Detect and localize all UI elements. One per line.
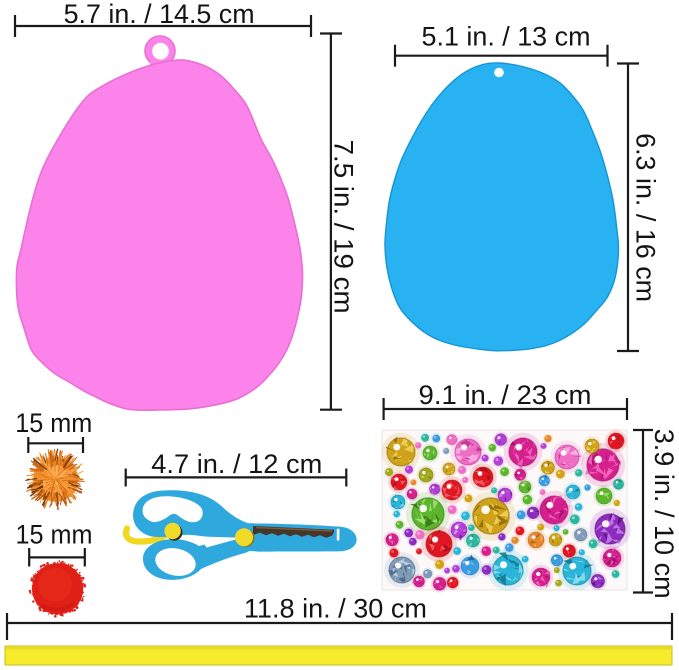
svg-text:3.9 in. / 10 cm: 3.9 in. / 10 cm [649,429,679,599]
svg-text:11.8 in. / 30 cm: 11.8 in. / 30 cm [244,594,427,624]
svg-text:6.3 in. / 16 cm: 6.3 in. / 16 cm [631,133,661,302]
svg-text:15 mm: 15 mm [15,408,92,438]
svg-text:4.7 in. / 12 cm: 4.7 in. / 12 cm [151,449,322,479]
svg-text:7.5 in. / 19 cm: 7.5 in. / 19 cm [329,140,359,314]
svg-text:15 mm: 15 mm [16,520,93,550]
svg-text:9.1 in. / 23 cm: 9.1 in. / 23 cm [419,380,592,410]
svg-text:5.1 in. / 13 cm: 5.1 in. / 13 cm [422,22,591,52]
svg-text:5.7 in. / 14.5 cm: 5.7 in. / 14.5 cm [64,0,255,29]
